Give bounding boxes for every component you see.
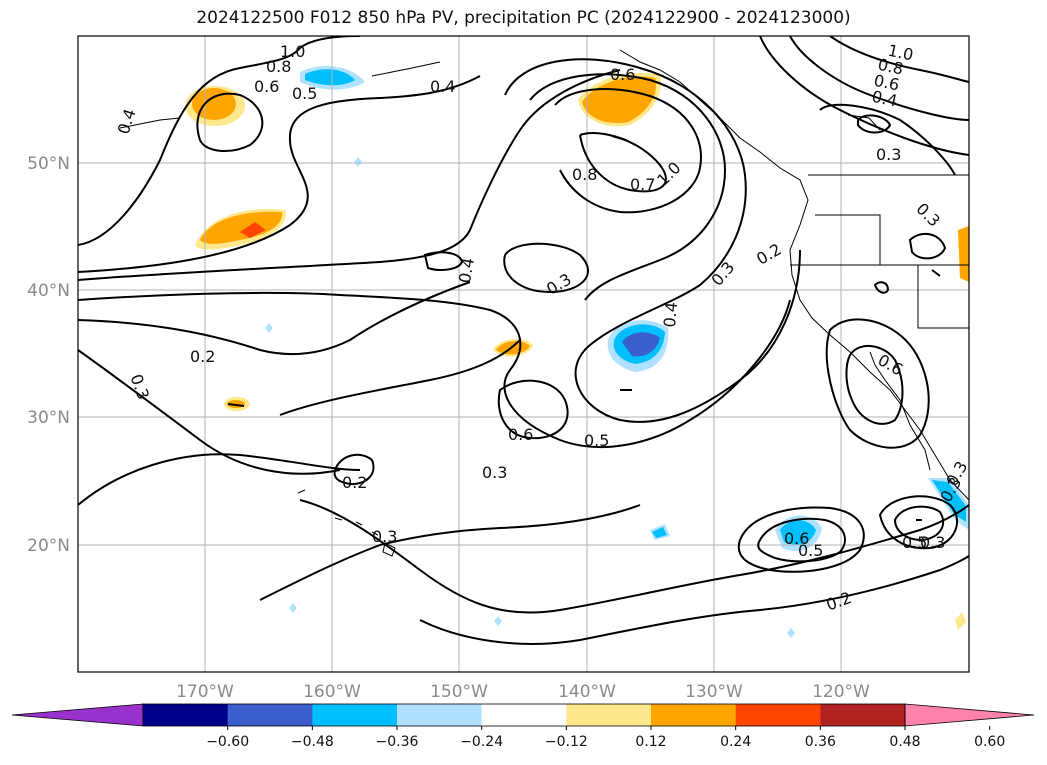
- contour-label: 0.5: [584, 431, 609, 450]
- contour-label: 0.6: [254, 77, 279, 96]
- precip-negative-area: [780, 520, 816, 545]
- colorbar-tick-label: 0.12: [635, 734, 666, 750]
- lon-label: 130°W: [685, 682, 743, 702]
- lat-label: 20°N: [27, 536, 70, 556]
- colorbar-tick-label: −0.24: [460, 734, 503, 750]
- lon-label: 150°W: [430, 682, 488, 702]
- precip-shading: [185, 66, 969, 638]
- contour-label: 0.3: [876, 145, 901, 164]
- precip-positive-area: [955, 612, 966, 630]
- lon-label: 160°W: [303, 682, 361, 702]
- precip-negative-area: [289, 603, 297, 613]
- contour-label: 0.8: [572, 165, 597, 184]
- contour-labels: 1.0 0.8 0.6 0.5 0.4 0.4 0.8 0.7 1.0 0.6 …: [114, 41, 972, 615]
- precip-negative-area: [354, 157, 362, 167]
- colorbar-outline: [142, 703, 906, 727]
- precip-negative-area: [932, 480, 966, 522]
- colorbar-tick-label: 0.24: [720, 734, 751, 750]
- precip-negative-area: [652, 527, 667, 538]
- pv-contour-specks: [227, 135, 941, 521]
- lon-label: 120°W: [812, 682, 870, 702]
- contour-label: 0.7: [630, 175, 655, 194]
- lat-label: 40°N: [27, 281, 70, 301]
- contour-label: 0.6: [872, 71, 901, 95]
- precip-positive-area: [958, 226, 969, 282]
- contour-label: 0.2: [190, 347, 215, 366]
- contour-label: 0.8: [876, 55, 905, 79]
- colorbar-segment: [227, 704, 313, 726]
- contour-label: 0.5: [292, 84, 317, 103]
- gridlines: [78, 36, 969, 672]
- colorbar-segment: [481, 704, 567, 726]
- precip-positive-area: [192, 88, 236, 120]
- contour-label: 0.5: [798, 541, 823, 560]
- colorbar-tick-label: 0.60: [974, 734, 1005, 750]
- colorbar-min-extension: [11, 703, 144, 727]
- map-frame: [77, 35, 970, 673]
- contour-label: 1.0: [280, 42, 305, 61]
- colorbar-segment: [651, 704, 737, 726]
- precip-positive-area: [240, 222, 266, 238]
- contour-label: 0.4: [430, 77, 455, 96]
- colorbar-tick-label: −0.36: [376, 734, 419, 750]
- contour-label: 0.2: [342, 473, 367, 492]
- contour-label: 0.3: [482, 463, 507, 482]
- colorbar-segment: [312, 704, 398, 726]
- precip-negative-area: [787, 628, 795, 638]
- longitude-labels: 170°W 160°W 150°W 140°W 130°W 120°W: [176, 682, 870, 702]
- contour-label: 1.0: [886, 41, 915, 65]
- colorbar-segment: [820, 704, 906, 726]
- precip-negative-area: [622, 332, 660, 357]
- colorbar-segment: [735, 704, 821, 726]
- colorbar-tick-label: −0.48: [291, 734, 334, 750]
- precip-positive-area: [200, 211, 283, 244]
- precip-negative-area: [265, 323, 273, 333]
- precip-negative-area: [305, 69, 355, 86]
- contour-label: 0.6: [784, 529, 809, 548]
- contour-label: 0.4: [455, 256, 478, 284]
- precip-negative-area: [494, 616, 502, 626]
- colorbar-segment: [143, 704, 229, 726]
- lat-label: 30°N: [27, 408, 70, 428]
- contour-label: 0.4: [660, 301, 681, 328]
- contour-label: 0.8: [266, 57, 291, 76]
- colorbar-segment: [566, 704, 652, 726]
- colorbar-tick-label: 0.36: [805, 734, 836, 750]
- colorbar-tick-label: 0.48: [889, 734, 920, 750]
- lon-label: 170°W: [176, 682, 234, 702]
- contour-label: 0.6: [610, 65, 635, 84]
- contour-label: 0.4: [870, 87, 899, 111]
- pv-contours: [78, 36, 969, 645]
- colorbar-tick-label: −0.12: [545, 734, 588, 750]
- contour-label: 0.5: [902, 533, 927, 552]
- page-title: 2024122500 F012 850 hPa PV, precipitatio…: [196, 8, 851, 28]
- colorbar-segment: [397, 704, 483, 726]
- lat-label: 50°N: [27, 154, 70, 174]
- precip-positive-area: [582, 76, 656, 124]
- contour-label: 0.3: [372, 527, 397, 546]
- colorbar: −0.60 −0.48 −0.36 −0.24 −0.12 0.12 0.24 0.36 0.4…: [11, 703, 1035, 750]
- contour-label: 0.6: [508, 425, 533, 444]
- colorbar-max-extension: [904, 703, 1035, 727]
- latitude-labels: 50°N 40°N 30°N 20°N: [27, 154, 70, 556]
- colorbar-tick-label: −0.60: [206, 734, 249, 750]
- lon-label: 140°W: [558, 682, 616, 702]
- contour-label: 0.3: [920, 533, 945, 552]
